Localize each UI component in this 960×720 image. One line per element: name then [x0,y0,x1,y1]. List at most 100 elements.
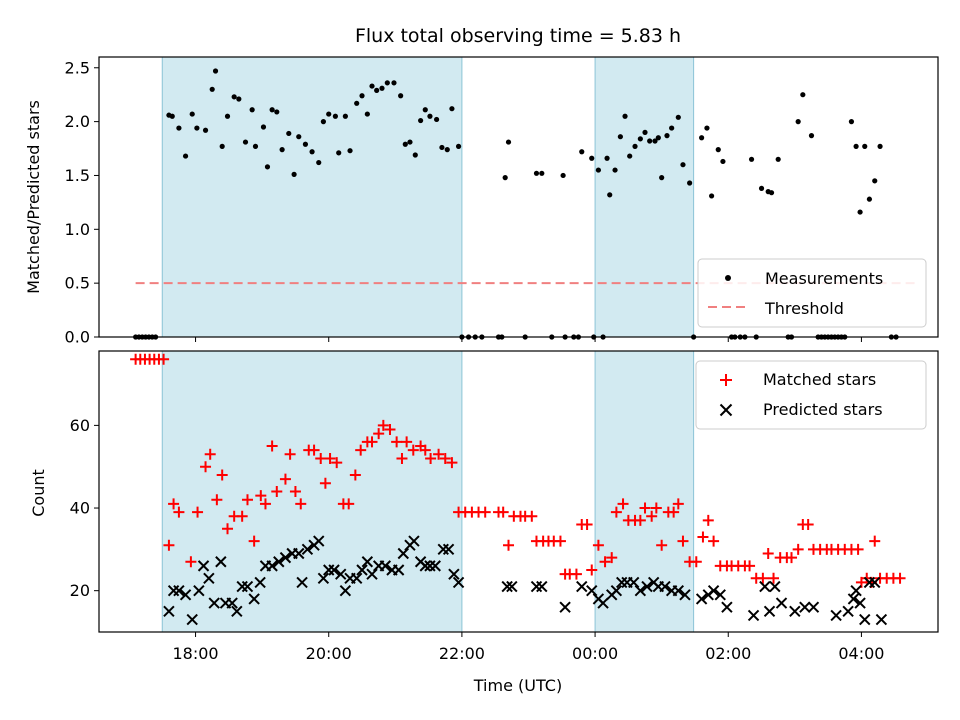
point-predicted-stars-2 [173,584,185,597]
point-predicted-stars-73 [679,589,691,601]
point-matched-stars-27 [289,486,301,497]
point-measurements-91 [652,138,658,144]
point-matched-stars-110 [786,552,798,564]
point-measurements-82 [607,192,613,198]
point-predicted-stars-62 [610,584,623,597]
point-predicted-stars-31 [339,584,352,597]
point-matched-stars-103 [744,560,756,572]
point-measurements-42 [364,111,370,117]
point-matched-stars-30 [308,444,320,456]
point-measurements-76 [579,149,585,155]
point-measurements-12 [194,125,200,131]
point-measurements-90 [647,138,653,144]
point-matched-stars-94 [690,556,702,568]
point-measurements-98 [687,180,693,186]
point-matched-stars-129 [894,572,906,584]
point-predicted-stars-94 [869,576,881,589]
point-matched-stars-14 [211,494,223,506]
point-measurements-43 [369,83,375,89]
point-predicted-stars-35 [361,556,374,568]
point-predicted-stars-22 [293,547,305,560]
top-shading-layer [161,56,695,338]
point-measurements-133 [866,196,873,202]
point-matched-stars-76 [586,564,598,576]
legend-threshold-label: Threshold [764,299,844,318]
point-predicted-stars-4 [186,613,198,626]
point-matched-stars-85 [639,502,651,514]
point-matched-stars-37 [349,469,361,481]
point-measurements-9 [176,125,182,131]
point-predicted-stars-23 [296,576,308,589]
point-measurements-70 [539,170,545,176]
point-measurements-50 [407,139,413,145]
point-matched-stars-113 [802,519,814,531]
point-predicted-stars-47 [429,560,441,572]
point-measurements-51 [412,152,418,158]
point-measurements-54 [427,113,433,119]
point-predicted-stars-41 [397,547,410,560]
point-measurements-81 [604,155,610,161]
y-tick-label: 60 [70,416,90,435]
point-measurements-111 [758,185,765,191]
point-predicted-stars-55 [536,580,548,593]
bottom-points-layer [130,353,906,626]
point-matched-stars-60 [497,506,509,518]
point-measurements-49 [402,141,408,147]
bottom-y-ticks: 20 40 60 [70,416,99,600]
point-matched-stars-42 [377,419,389,431]
point-predicted-stars-60 [597,597,609,609]
bottom-shading-layer [161,350,695,633]
x-tick-label: 22:00 [439,644,485,663]
x-axis-label: Time (UTC) [473,676,562,695]
point-matched-stars-23 [266,440,278,452]
legend-predicted-marker [719,403,733,417]
point-predicted-stars-95 [875,613,888,626]
point-matched-stars-111 [792,543,804,555]
shaded-interval-0 [161,350,463,633]
point-matched-stars-20 [248,535,260,547]
point-predicted-stars-53 [506,580,518,593]
point-measurements-41 [359,93,365,99]
point-matched-stars-19 [241,494,253,506]
point-predicted-stars-33 [350,572,363,584]
point-predicted-stars-30 [335,568,347,580]
point-measurements-26 [274,109,280,115]
point-matched-stars-36 [343,498,355,510]
point-measurements-57 [444,147,450,153]
y-tick-label: 1.5 [65,166,90,185]
point-matched-stars-80 [610,506,622,518]
point-predicted-stars-80 [759,580,771,593]
point-measurements-40 [354,100,360,106]
point-matched-stars-61 [503,539,515,551]
x-tick-label: 18:00 [172,644,218,663]
point-matched-stars-18 [236,510,248,522]
x-tick-label: 00:00 [572,644,618,663]
point-measurements-23 [260,124,267,130]
point-predicted-stars-70 [659,580,671,593]
point-measurements-101 [704,125,710,131]
point-measurements-93 [659,175,665,181]
point-measurements-97 [680,162,686,168]
point-measurements-58 [449,106,455,112]
point-measurements-84 [617,134,623,140]
point-measurements-119 [808,133,815,139]
point-measurements-33 [316,159,322,166]
point-measurements-56 [439,144,445,151]
x-tick-label: 04:00 [838,644,884,663]
point-matched-stars-28 [295,498,307,510]
point-predicted-stars-88 [842,605,854,618]
point-matched-stars-9 [173,506,185,518]
bottom-legend: Matched stars Predicted stars [695,360,927,430]
point-measurements-52 [418,117,424,124]
point-measurements-94 [664,133,670,139]
point-matched-stars-45 [396,452,408,464]
point-predicted-stars-15 [248,593,260,605]
point-matched-stars-106 [762,547,774,559]
point-predicted-stars-43 [408,535,420,547]
point-predicted-stars-11 [226,597,238,609]
top-panel: 0.0 0.5 1.0 1.5 2.0 2.5 Matched/Predicted sta… [24,56,939,347]
point-matched-stars-38 [355,444,367,456]
point-matched-stars-21 [255,490,267,502]
point-predicted-stars-74 [695,593,708,605]
point-measurements-30 [296,134,302,140]
